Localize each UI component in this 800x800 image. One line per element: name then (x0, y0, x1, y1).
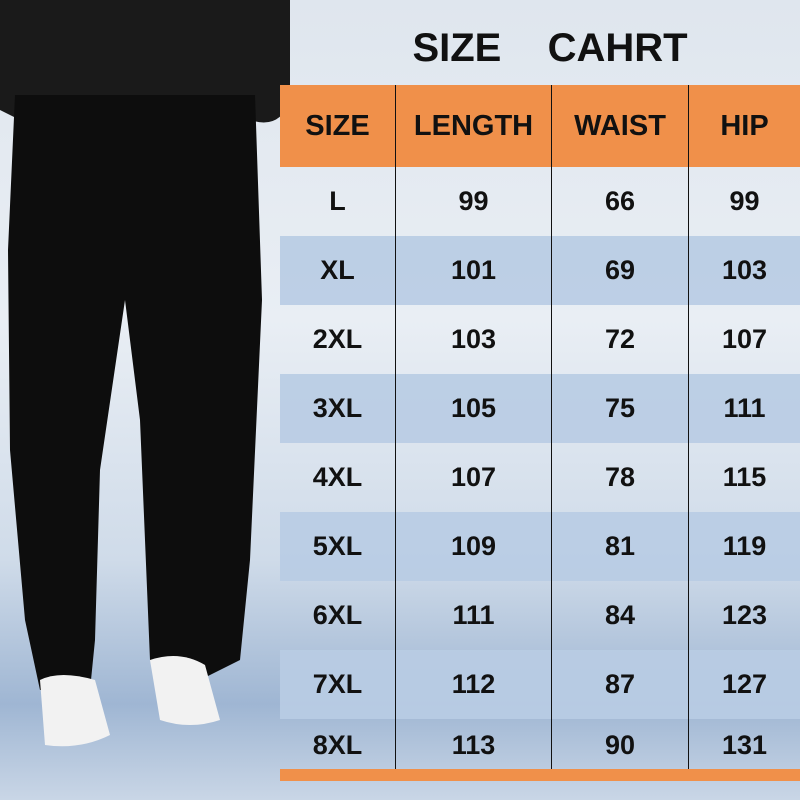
cell-length: 105 (395, 374, 551, 443)
cell-waist: 66 (551, 167, 688, 236)
cell-size: 7XL (312, 669, 363, 699)
cell-size: 8XL (312, 729, 363, 760)
table-row: 5XL 109 81 119 (280, 512, 800, 581)
cell-hip: 115 (688, 443, 800, 512)
cell-hip: 111 (688, 374, 800, 443)
bottom-accent-bar (280, 769, 800, 781)
cell-size: 4XL (312, 462, 363, 492)
cell-waist: 69 (551, 236, 688, 305)
product-photo-pants (0, 0, 290, 747)
table-row: 2XL 103 72 107 (280, 305, 800, 374)
cell-waist: 84 (551, 581, 688, 650)
header-row: SIZE LENGTH WAIST HIP (280, 85, 800, 167)
cell-hip: 107 (688, 305, 800, 374)
table-row: 7XL 112 87 127 (280, 650, 800, 719)
cell-waist: 75 (551, 374, 688, 443)
table-row: 4XL 107 78 115 (280, 443, 800, 512)
header-waist: WAIST (551, 85, 688, 167)
cell-size: 3XL (312, 393, 363, 423)
cell-length: 113 (395, 719, 551, 771)
cell-length: 107 (395, 443, 551, 512)
cell-hip: 103 (688, 236, 800, 305)
table-row: 6XL 111 84 123 (280, 581, 800, 650)
cell-waist: 72 (551, 305, 688, 374)
header-length: LENGTH (395, 85, 551, 167)
cell-size: L (329, 186, 346, 216)
cell-waist: 90 (551, 719, 688, 771)
table-row: XL 101 69 103 (280, 236, 800, 305)
cell-length: 112 (395, 650, 551, 719)
table-row: 3XL 105 75 111 (280, 374, 800, 443)
cell-length: 111 (395, 581, 551, 650)
size-chart-table: SIZE LENGTH WAIST HIP L 99 66 99 XL 101 69 103 2… (280, 85, 800, 771)
header-size: SIZE (305, 109, 370, 142)
cell-waist: 78 (551, 443, 688, 512)
cell-hip: 131 (688, 719, 800, 771)
cell-length: 103 (395, 305, 551, 374)
table-row: L 99 66 99 (280, 167, 800, 236)
cell-waist: 87 (551, 650, 688, 719)
cell-length: 99 (395, 167, 551, 236)
cell-hip: 119 (688, 512, 800, 581)
cell-size: 2XL (312, 324, 363, 354)
chart-title: SIZE CAHRT (412, 26, 688, 70)
cell-size: 5XL (312, 531, 363, 561)
table-row: 8XL 113 90 131 (280, 719, 800, 771)
cell-hip: 127 (688, 650, 800, 719)
cell-waist: 81 (551, 512, 688, 581)
header-hip: HIP (688, 85, 800, 167)
cell-size: 6XL (312, 600, 363, 630)
cell-hip: 123 (688, 581, 800, 650)
cell-hip: 99 (688, 167, 800, 236)
cell-length: 101 (395, 236, 551, 305)
cell-length: 109 (395, 512, 551, 581)
cell-size: XL (320, 255, 355, 285)
